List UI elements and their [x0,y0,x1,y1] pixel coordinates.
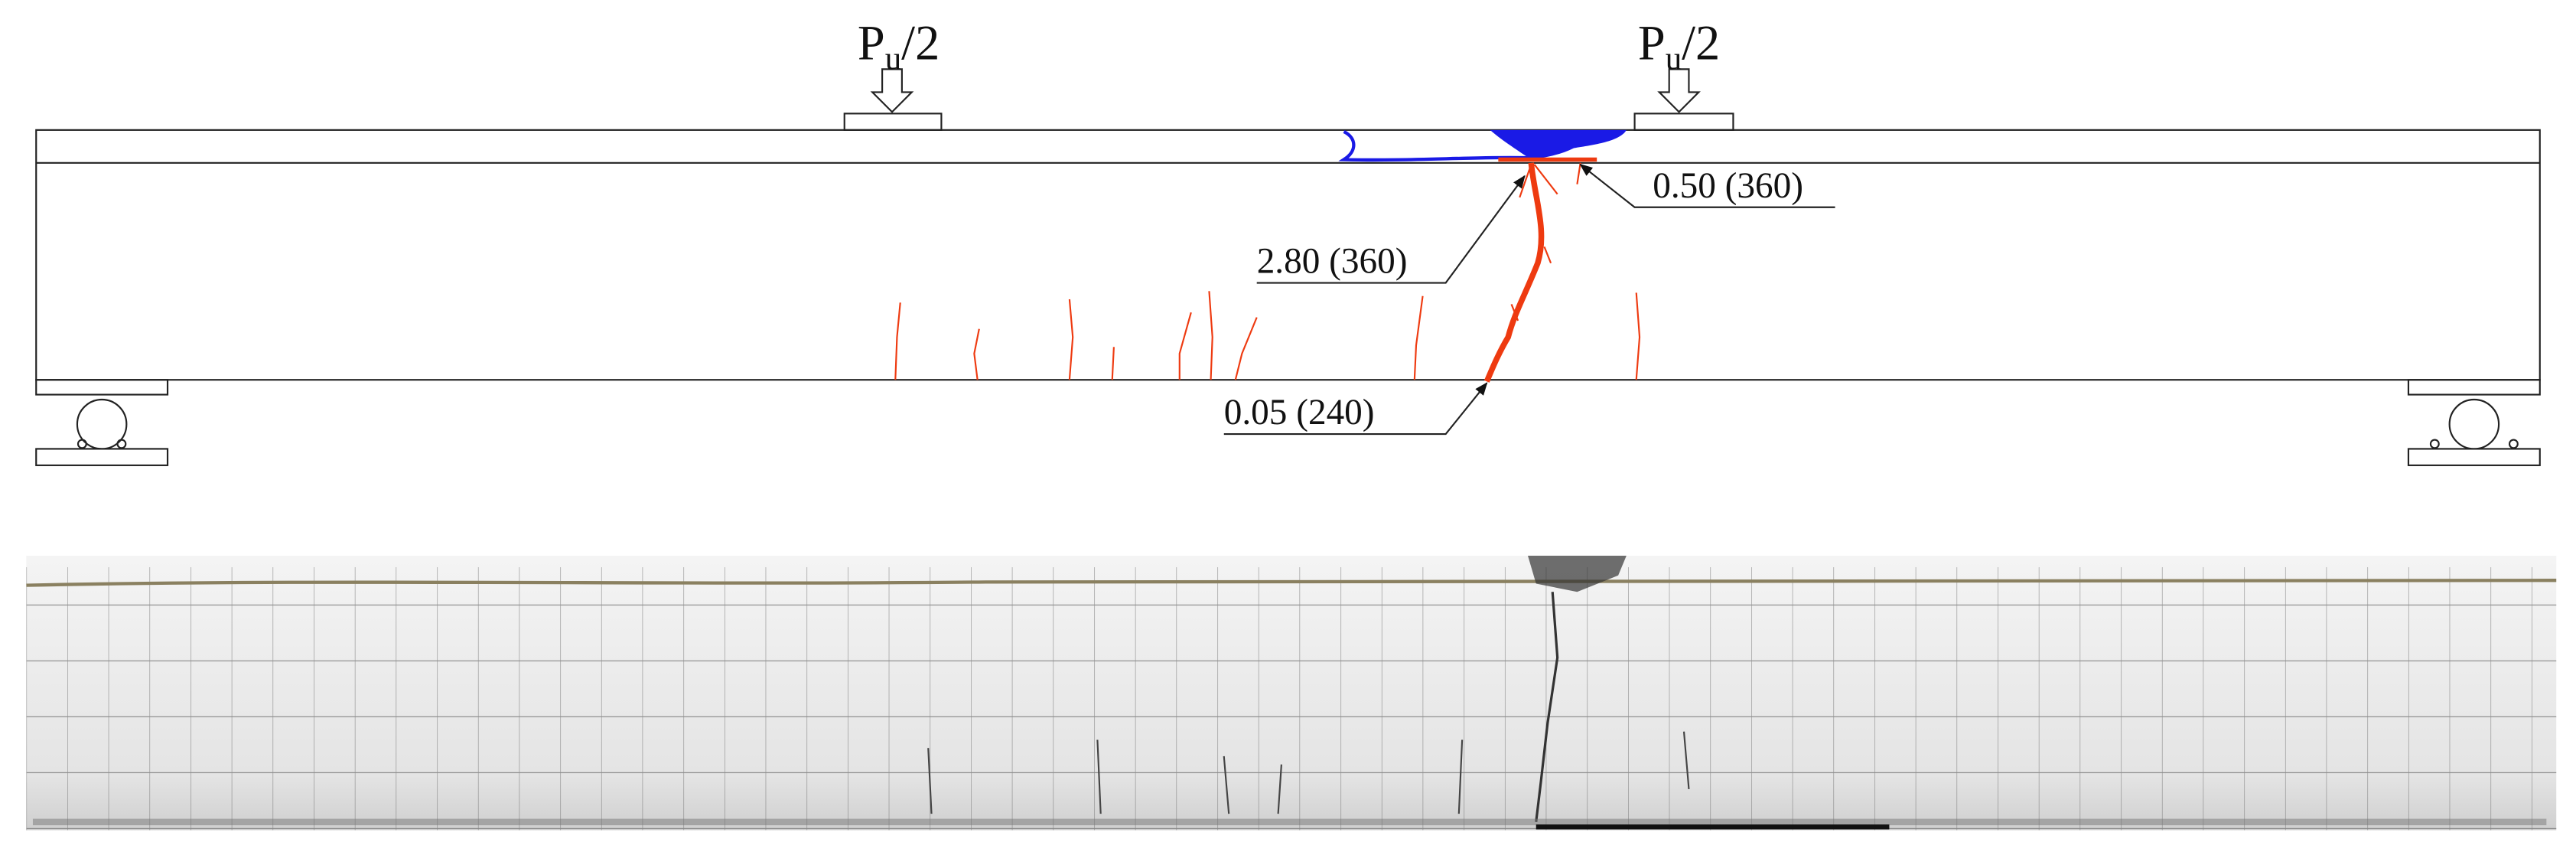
support-right [2407,379,2541,466]
load-label: Pu/2 [1638,16,1720,77]
beam [35,129,2541,381]
load-suffix: /2 [901,16,940,70]
support-left [35,379,169,466]
load-symbol: P [1638,16,1666,70]
load-subscript: u [1666,41,1682,77]
beam-photo [26,555,2557,831]
load-suffix: /2 [1682,16,1720,70]
load-subscript: u [885,41,901,77]
crack-label: 2.80 (360) [1257,242,1408,282]
crack-label: 0.05 (240) [1224,393,1375,432]
load-symbol: P [858,16,885,70]
load-right: Pu/2 [1633,16,1734,131]
crack-label: 0.50 (360) [1653,166,1803,206]
crack-pattern [894,129,1641,383]
load-left: Pu/2 [843,16,943,131]
load-label: Pu/2 [858,16,940,77]
crack-annotations: 0.50 (360) 2.80 (360) 0.05 (240) [1223,163,1835,436]
